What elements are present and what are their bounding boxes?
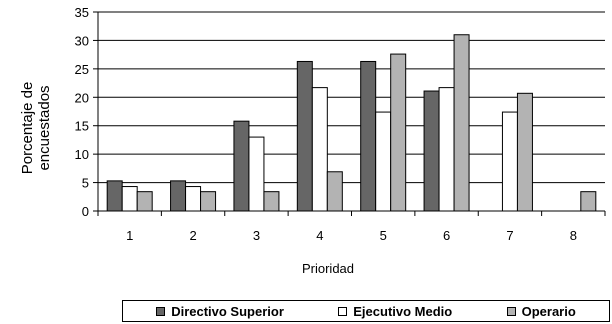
x-tick-label: 4 <box>316 228 323 243</box>
bar <box>390 53 407 212</box>
bar <box>360 60 377 212</box>
legend-item: Ejecutivo Medio <box>338 304 452 319</box>
bar <box>121 186 138 212</box>
x-tick-label: 3 <box>253 228 260 243</box>
bar <box>233 120 250 212</box>
legend-item: Directivo Superior <box>156 304 284 319</box>
bar <box>453 34 470 212</box>
bar <box>136 191 153 212</box>
y-tick-label: 25 <box>75 62 89 77</box>
y-tick-label: 0 <box>82 204 89 219</box>
y-tick-label: 35 <box>75 5 89 20</box>
y-tick-label: 10 <box>75 147 89 162</box>
gridlines <box>98 11 605 184</box>
bar <box>106 180 123 212</box>
bar <box>516 92 533 212</box>
bar <box>200 191 217 212</box>
tick-labels: 0 5 10 15 20 25 30 35 1 2 3 4 5 6 7 8 <box>75 5 577 243</box>
x-tick-label: 2 <box>189 228 196 243</box>
legend-swatch <box>156 306 166 316</box>
bar <box>580 191 597 212</box>
x-axis-label: Prioridad <box>302 261 354 276</box>
bar <box>375 111 392 212</box>
y-axis-label-line-1: Porcentaje de <box>19 82 36 175</box>
bar <box>170 180 187 212</box>
bar <box>311 87 328 212</box>
bar <box>263 191 280 212</box>
bar <box>296 60 313 212</box>
x-tick-label: 5 <box>380 228 387 243</box>
bar <box>185 186 202 212</box>
legend: Directivo Superior Ejecutivo Medio Operari… <box>122 300 610 322</box>
legend-label: Ejecutivo Medio <box>353 303 453 319</box>
bar <box>326 171 343 212</box>
x-tick-label: 8 <box>570 228 577 243</box>
legend-item: Operario <box>506 303 576 319</box>
x-tick-label: 7 <box>506 228 513 243</box>
legend-label: Directivo Superior <box>171 303 284 319</box>
y-axis-label-line-2: encuestados <box>36 85 53 170</box>
x-tick-label: 1 <box>126 228 133 243</box>
bar <box>248 136 265 212</box>
legend-swatch <box>338 306 348 316</box>
y-tick-label: 5 <box>82 176 89 191</box>
y-axis-label: Porcentaje de encuestados <box>19 82 53 175</box>
axes <box>93 11 606 216</box>
y-tick-label: 15 <box>75 119 89 134</box>
bar <box>501 111 518 212</box>
x-tick-label: 6 <box>443 228 450 243</box>
bar <box>423 90 440 212</box>
bars <box>106 34 597 212</box>
legend-swatch <box>506 306 516 316</box>
bar <box>438 87 455 212</box>
y-tick-label: 30 <box>75 33 89 48</box>
y-tick-label: 20 <box>75 90 89 105</box>
legend-label: Operario <box>521 303 576 319</box>
